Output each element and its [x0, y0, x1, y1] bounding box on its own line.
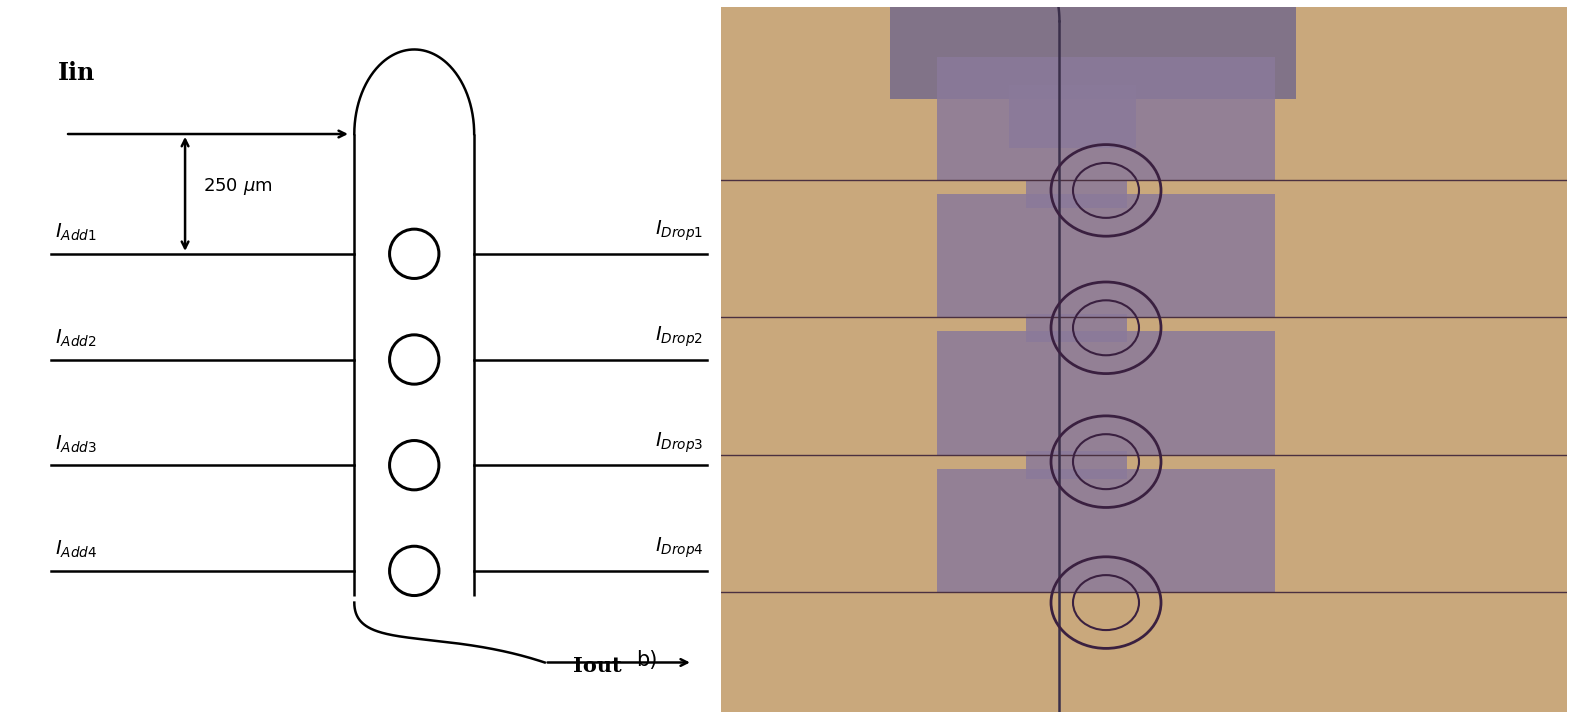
Text: $I_{Drop2}$: $I_{Drop2}$: [655, 324, 703, 349]
Text: $I_{Add2}$: $I_{Add2}$: [54, 328, 97, 349]
Bar: [937, 194, 1276, 317]
Text: 250 $\mu$m: 250 $\mu$m: [203, 176, 272, 198]
Text: $I_{Drop4}$: $I_{Drop4}$: [655, 536, 703, 560]
Text: $I_{Add1}$: $I_{Add1}$: [54, 222, 97, 243]
Bar: [937, 469, 1276, 592]
Bar: [1008, 85, 1135, 148]
Bar: [937, 57, 1276, 180]
Bar: [1026, 451, 1127, 480]
Bar: [890, 0, 1296, 99]
Text: $I_{Drop1}$: $I_{Drop1}$: [655, 219, 703, 243]
Bar: [937, 331, 1276, 454]
Text: Iin: Iin: [59, 60, 95, 85]
Text: b): b): [636, 649, 659, 669]
Text: $I_{Add4}$: $I_{Add4}$: [54, 539, 97, 560]
Text: $I_{Drop3}$: $I_{Drop3}$: [655, 430, 703, 454]
Text: $I_{Add3}$: $I_{Add3}$: [54, 434, 97, 454]
Text: Iout: Iout: [573, 656, 622, 676]
Bar: [1026, 313, 1127, 342]
Bar: [1026, 180, 1127, 208]
